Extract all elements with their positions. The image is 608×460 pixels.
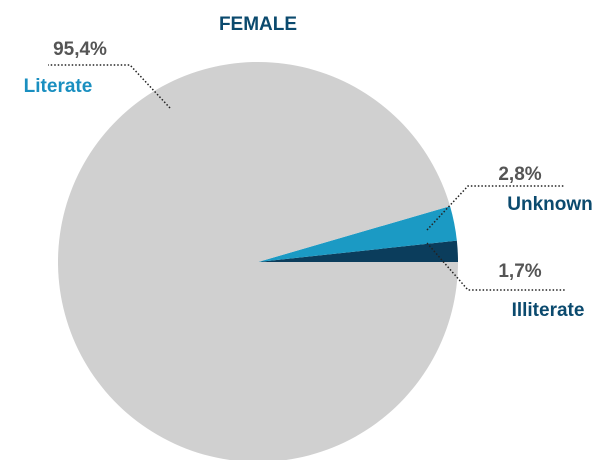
legend-label: Unknown	[507, 194, 593, 215]
chart-title: FEMALE	[219, 14, 297, 35]
legend-label: Literate	[24, 76, 93, 97]
value-label: 2,8%	[498, 164, 541, 185]
pie-slice	[58, 62, 458, 460]
pie-slice	[258, 240, 458, 262]
value-label: 1,7%	[498, 261, 541, 282]
pie-slice	[258, 206, 457, 262]
legend-label: Illiterate	[512, 300, 585, 321]
value-label: 95,4%	[53, 39, 107, 60]
leader-line	[48, 64, 171, 109]
leader-line	[426, 185, 565, 231]
leader-line	[426, 242, 565, 291]
